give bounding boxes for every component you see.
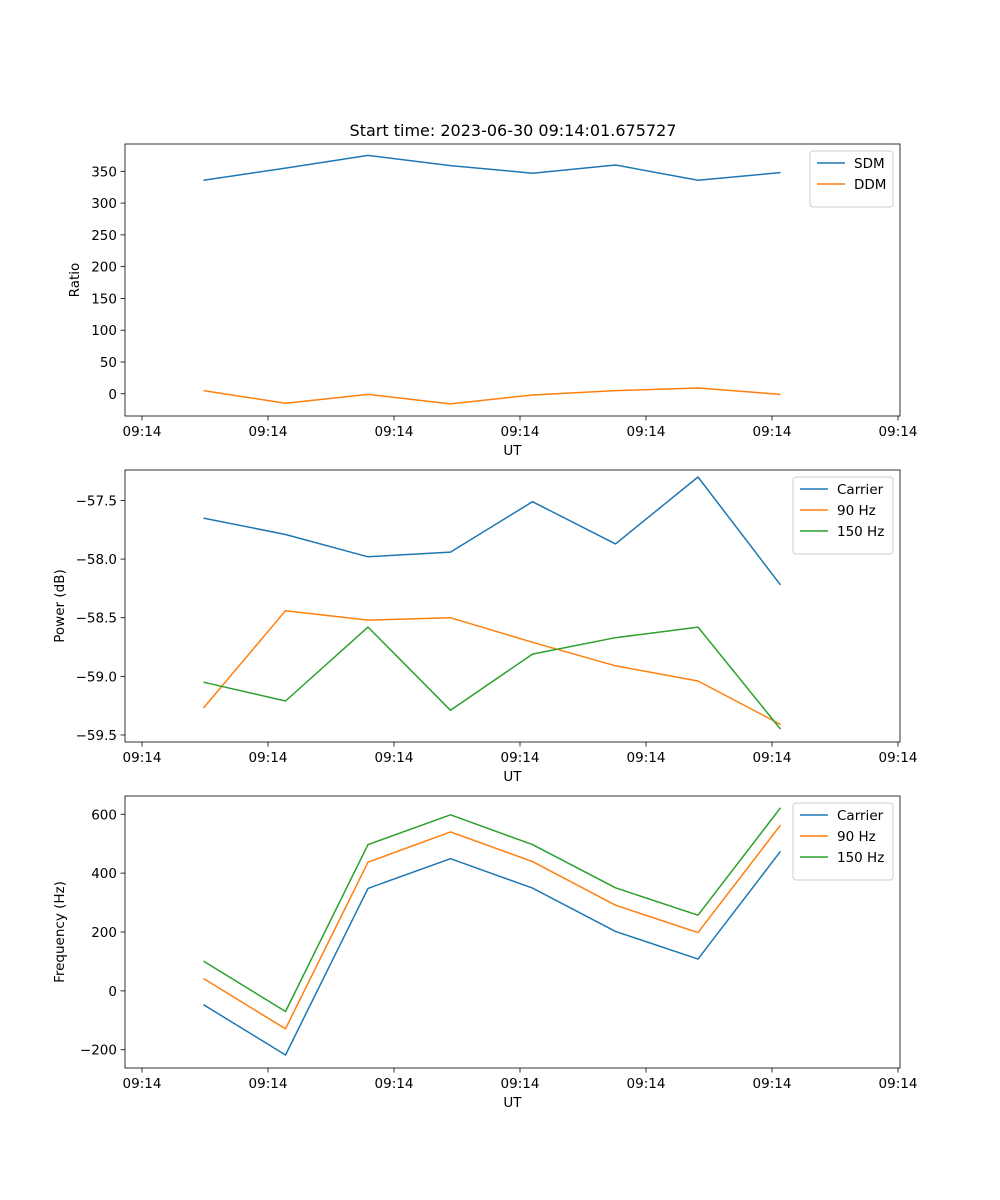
x-tick-label: 09:14: [753, 1076, 792, 1092]
x-tick-label: 09:14: [249, 750, 288, 766]
x-tick-label: 09:14: [123, 750, 162, 766]
y-tick-label: 350: [91, 164, 117, 180]
legend: [792, 802, 894, 881]
series-line-150-hz: [203, 626, 782, 730]
series-line-ddm: [203, 387, 781, 405]
y-tick-label: 300: [91, 196, 117, 212]
series-line-90-hz: [202, 609, 781, 726]
legend-label: Carrier: [837, 482, 884, 498]
legend-label: Carrier: [837, 808, 884, 824]
y-tick-label: −59.0: [76, 669, 117, 685]
y-tick-label: −200: [80, 1043, 117, 1059]
y-tick-label: 0: [108, 387, 117, 403]
x-tick-label: 09:14: [123, 424, 162, 440]
x-tick-label: 09:14: [627, 1076, 666, 1092]
x-tick-label: 09:14: [627, 750, 666, 766]
legend-label: SDM: [854, 156, 885, 172]
x-tick-label: 09:14: [375, 424, 414, 440]
series-line-carrier: [203, 850, 782, 1056]
panels: 09:14 09:14 09:14 09:14 09:14 09:14 09:14 0 50 10…: [52, 143, 918, 1111]
legend-label: 90 Hz: [837, 829, 876, 845]
x-tick-label: 09:14: [375, 750, 414, 766]
y-tick-label: 250: [91, 228, 117, 244]
x-axis-label: UT: [503, 443, 522, 459]
x-tick-label: 09:14: [753, 424, 792, 440]
x-tick-label: 09:14: [249, 1076, 288, 1092]
x-tick-label: 09:14: [879, 424, 918, 440]
y-tick-label: 100: [91, 323, 117, 339]
x-tick-label: 09:14: [627, 424, 666, 440]
x-tick-label: 09:14: [375, 1076, 414, 1092]
y-tick-label: 0: [108, 984, 117, 1000]
y-tick-label: −59.5: [76, 728, 117, 744]
series-line-90-hz: [203, 824, 782, 1030]
y-tick-label: −58.5: [76, 611, 117, 627]
y-tick-label: 200: [91, 260, 117, 276]
panel-1: 09:14 09:14 09:14 09:14 09:14 09:14 09:14 0 50 10…: [67, 143, 918, 459]
y-tick-label: −57.5: [76, 493, 117, 509]
y-tick-label: 400: [91, 866, 117, 882]
axes-frame: [124, 469, 901, 743]
x-tick-label: 09:14: [501, 1076, 540, 1092]
y-axis-label: Ratio: [67, 263, 83, 298]
x-tick-label: 09:14: [753, 750, 792, 766]
x-tick-label: 09:14: [249, 424, 288, 440]
x-tick-label: 09:14: [501, 750, 540, 766]
y-axis-label: Frequency (Hz): [52, 881, 68, 983]
legend-label: 150 Hz: [837, 524, 884, 540]
panel-3: 09:14 09:14 09:14 09:14 09:14 09:14 09:14 −200 0…: [52, 795, 918, 1111]
y-tick-label: 50: [100, 355, 117, 371]
legend-label: DDM: [854, 177, 886, 193]
x-axis-label: UT: [503, 1095, 522, 1111]
figure-title: Start time: 2023-06-30 09:14:01.675727: [350, 121, 677, 140]
y-tick-label: 200: [91, 925, 117, 941]
panel-2: 09:14 09:14 09:14 09:14 09:14 09:14 09:14 −59.5…: [52, 469, 918, 785]
y-tick-label: −58.0: [76, 552, 117, 568]
y-tick-label: 600: [91, 807, 117, 823]
series-line-150-hz: [203, 807, 782, 1013]
series-line-carrier: [203, 476, 782, 586]
x-tick-label: 09:14: [501, 424, 540, 440]
legend: [809, 150, 894, 208]
legend-label: 90 Hz: [837, 503, 876, 519]
x-tick-label: 09:14: [123, 1076, 162, 1092]
series-line-sdm: [203, 154, 781, 181]
y-tick-label: 150: [91, 291, 117, 307]
x-tick-label: 09:14: [879, 750, 918, 766]
axes-frame: [124, 143, 901, 417]
y-axis-label: Power (dB): [52, 569, 68, 642]
x-axis-label: UT: [503, 769, 522, 785]
x-tick-label: 09:14: [879, 1076, 918, 1092]
legend-label: 150 Hz: [837, 850, 884, 866]
legend: [792, 476, 894, 555]
